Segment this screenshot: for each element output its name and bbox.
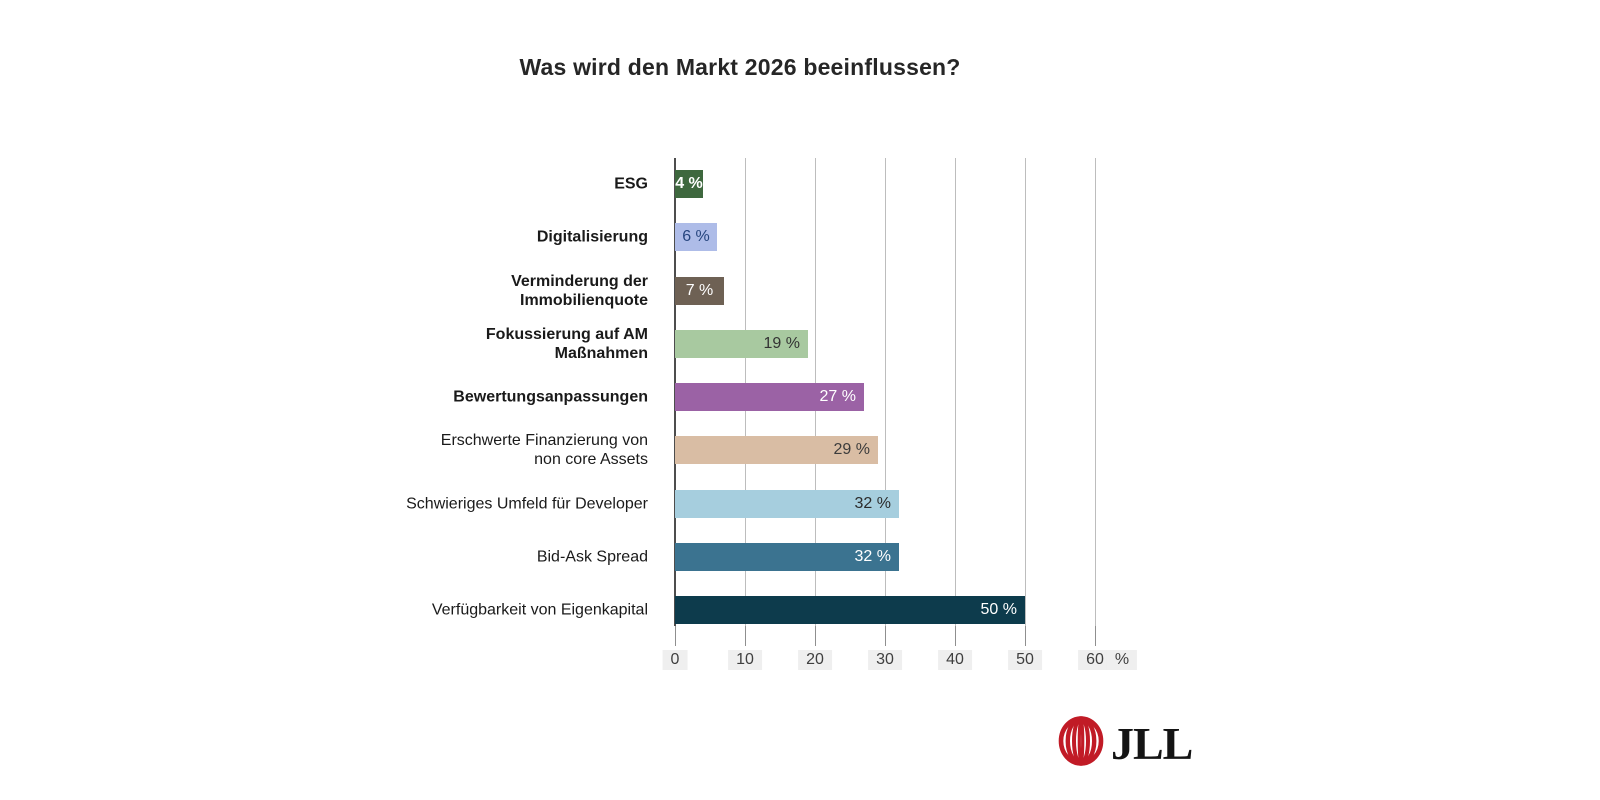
category-label-verminderung-der: Verminderung der Immobilienquote [511,272,648,309]
x-tick-label-0: 0 [662,650,688,670]
bar-verf-gbarkeit-von-eigenkapital: 50 % [675,596,1025,624]
bar-bid-ask-spread: 32 % [675,542,899,571]
x-tick-label-60: 60 [1078,650,1112,670]
category-label-digitalisierung: Digitalisierung [536,228,648,246]
bar-schwieriges-umfeld-f-r-developer: 32 % [675,489,899,518]
x-tick-label-10: 10 [728,650,762,670]
x-tick-label-50: 50 [1008,650,1042,670]
value-label-fokussierung-auf-am: 19 % [763,334,800,352]
gridline-60 [1095,158,1096,626]
bar-fokussierung-auf-am: 19 % [675,329,808,358]
value-label-schwieriges-umfeld-f-r-developer: 32 % [854,494,891,512]
value-label-verminderung-der: 7 % [685,281,714,299]
bar-bewertungsanpassungen: 27 % [675,383,864,411]
category-label-bid-ask-spread: Bid-Ask Spread [536,548,648,566]
bar-verminderung-der: 7 % [675,276,724,305]
value-label-bid-ask-spread: 32 % [854,547,891,565]
tick-mark-60 [1095,626,1096,646]
tick-mark-40 [955,626,956,646]
jll-globe-icon [1058,716,1104,771]
value-label-digitalisierung: 6 % [682,228,710,246]
value-label-bewertungsanpassungen: 27 % [819,388,856,405]
category-label-verf-gbarkeit-von-eigenkapital: Verfügbarkeit von Eigenkapital [431,601,648,619]
tick-mark-0 [675,626,676,646]
category-label-erschwerte-finanzierung-von: Erschwerte Finanzierung von non core Ass… [440,432,648,469]
value-label-erschwerte-finanzierung-von: 29 % [833,441,870,459]
gridline-30 [885,158,886,626]
category-label-fokussierung-auf-am: Fokussierung auf AM Maßnahmen [485,325,648,362]
gridline-40 [955,158,956,626]
bar-erschwerte-finanzierung-von: 29 % [675,436,878,465]
x-tick-label-40: 40 [938,650,972,670]
tick-mark-20 [815,626,816,646]
chart-title: Was wird den Markt 2026 beeinflussen? [519,54,961,80]
axis-unit-label: % [1106,650,1138,670]
tick-mark-10 [745,626,746,646]
x-tick-label-30: 30 [868,650,902,670]
x-tick-label-20: 20 [798,650,832,670]
category-label-bewertungsanpassungen: Bewertungsanpassungen [453,388,648,406]
value-label-verf-gbarkeit-von-eigenkapital: 50 % [980,601,1017,618]
tick-mark-30 [885,626,886,646]
gridline-50 [1025,158,1026,626]
value-label-esg: 4 % [675,175,703,192]
tick-mark-50 [1025,626,1026,646]
bar-digitalisierung: 6 % [675,223,717,252]
bar-esg: 4 % [675,170,703,198]
jll-logo-text: JLL [1111,717,1193,769]
category-label-schwieriges-umfeld-f-r-developer: Schwieriges Umfeld für Developer [406,495,648,512]
category-label-esg: ESG [614,175,648,193]
jll-logo: JLL [1058,716,1193,771]
